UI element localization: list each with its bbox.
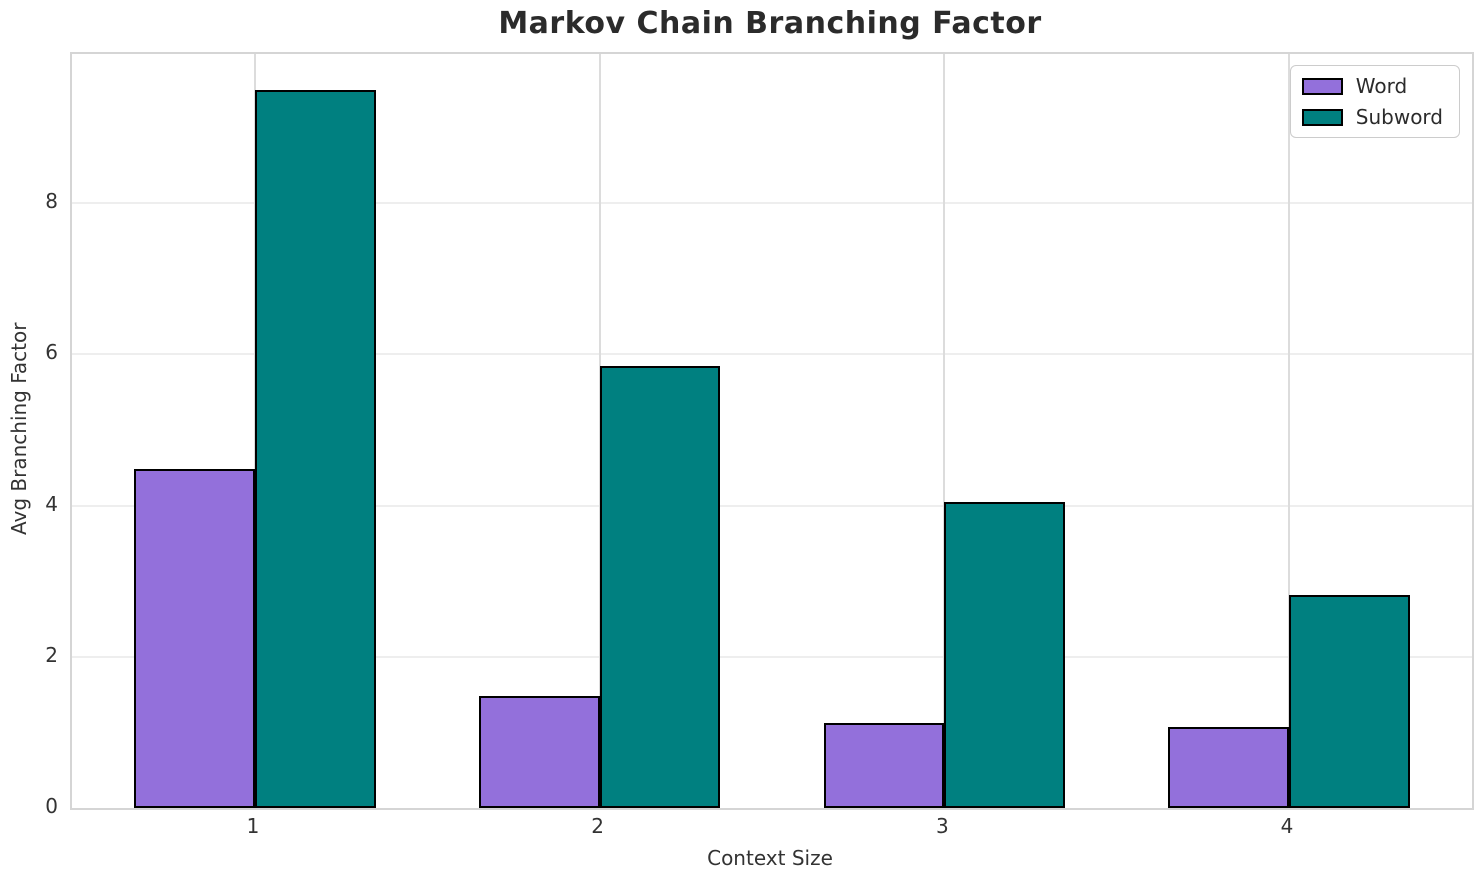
gridline-horizontal [72,504,1472,507]
legend-item-word: Word [1301,74,1443,98]
bar-word-3 [823,722,945,808]
y-axis-label: Avg Branching Factor [7,322,31,536]
gridline-vertical [1287,54,1290,808]
y-tick-label: 8 [45,189,58,214]
y-tick-label: 4 [45,491,58,516]
bar-word-4 [1168,727,1289,808]
bar-subword-1 [255,89,376,808]
bar-subword-4 [1289,594,1410,808]
y-tick-label: 0 [45,794,58,818]
legend-label-subword: Subword [1355,105,1443,129]
bar-subword-3 [944,501,1065,808]
gridline-horizontal [72,655,1472,658]
x-tick-label: 2 [591,814,605,838]
bar-subword-2 [599,365,721,808]
y-tick-label: 2 [45,642,58,667]
bar-word-2 [479,696,600,808]
gridline-vertical [598,54,601,808]
legend-item-subword: Subword [1301,105,1443,129]
chart-title: Markov Chain Branching Factor [498,6,1042,41]
gridline-horizontal [72,353,1472,356]
y-tick-label: 6 [45,340,58,365]
x-tick-label: 3 [935,814,949,838]
x-tick-label: 1 [246,814,260,838]
x-axis-label: Context Size [707,846,833,870]
plot-area: Word Subword [70,52,1474,810]
bar-word-1 [134,469,255,808]
legend-swatch-word [1301,77,1343,95]
legend: Word Subword [1289,65,1460,138]
gridline-vertical [943,54,946,808]
legend-swatch-subword [1301,108,1343,126]
x-tick-label: 4 [1280,814,1294,838]
gridline-horizontal [72,202,1472,205]
legend-label-word: Word [1355,74,1408,98]
